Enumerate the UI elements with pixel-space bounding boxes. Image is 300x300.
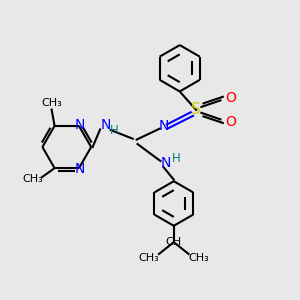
Text: CH₃: CH₃ [23,174,44,184]
Text: H: H [172,152,181,165]
Text: N: N [161,156,171,170]
Text: H: H [110,124,119,136]
Text: CH₃: CH₃ [188,253,209,262]
Text: O: O [225,91,236,105]
Text: O: O [225,115,236,129]
Text: CH₃: CH₃ [138,253,159,262]
Text: CH₃: CH₃ [41,98,62,108]
Text: N: N [75,118,85,132]
Text: N: N [75,162,85,176]
Text: CH: CH [166,237,182,247]
Text: S: S [191,102,201,117]
Text: N: N [100,118,111,132]
Text: N: N [158,119,169,133]
